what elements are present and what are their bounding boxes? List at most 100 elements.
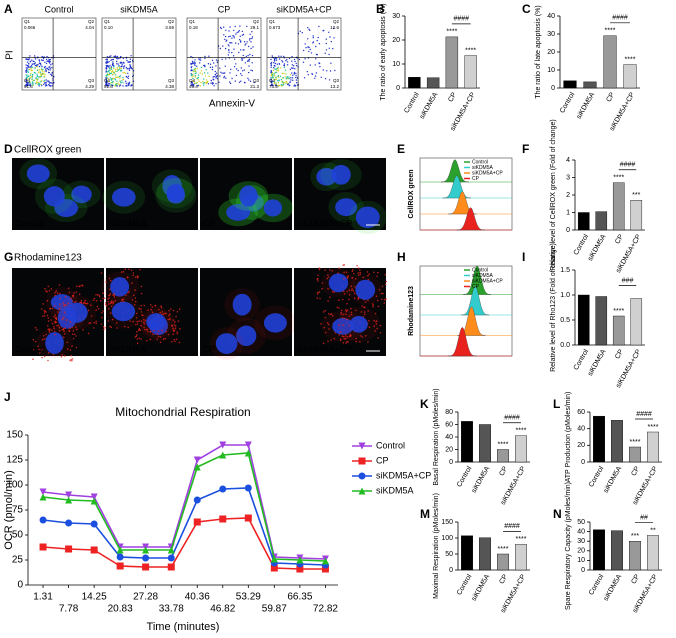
event-dot: [110, 66, 113, 68]
event-dot: [224, 47, 227, 50]
x-tick-label: siKDM5A: [419, 91, 440, 120]
event-dot: [291, 60, 293, 62]
event-dot: [248, 71, 250, 74]
panel-letter: N: [553, 507, 562, 521]
event-dot: [105, 61, 108, 63]
y-tick-label: 1.5: [560, 267, 570, 274]
stain-dot: [62, 336, 65, 339]
stain-dot: [376, 320, 378, 322]
nucleus: [263, 199, 283, 217]
event-dot: [283, 55, 285, 58]
significance: ****: [625, 56, 636, 63]
plot-frame: [186, 17, 262, 91]
stain-dot: [385, 298, 387, 300]
stain-dot: [40, 349, 42, 351]
event-dot: [116, 70, 118, 73]
quadrant-value: 0.10: [104, 25, 113, 30]
stain-dot: [57, 324, 60, 327]
stain-dot: [368, 320, 370, 322]
event-dot: [219, 26, 222, 29]
y-tick-label: 30: [547, 31, 555, 38]
stain-dot: [329, 296, 331, 299]
stain-dot: [70, 354, 72, 357]
stain-dot: [134, 297, 137, 299]
event-dot: [40, 64, 42, 66]
y-tick-label: 0: [449, 567, 453, 574]
nucleus: [332, 318, 354, 335]
stain-dot: [376, 327, 378, 330]
quadrant-name: Q4: [104, 78, 111, 83]
stain-dot: [175, 315, 177, 318]
stain-dot: [338, 324, 341, 327]
event-dot: [46, 84, 48, 87]
event-dot: [31, 66, 34, 69]
event-dot: [272, 76, 274, 78]
event-dot: [116, 63, 118, 65]
event-dot: [196, 77, 199, 79]
event-dot: [270, 61, 273, 64]
event-dot: [318, 25, 320, 28]
stain-dot: [162, 338, 165, 340]
marker: [193, 456, 201, 464]
stain-dot: [109, 302, 112, 305]
stain-dot: [342, 290, 345, 293]
event-dot: [117, 76, 119, 78]
stain-dot: [70, 297, 72, 300]
stain-dot: [65, 319, 68, 321]
stain-dot: [342, 342, 345, 344]
quadrant-name: Q1: [104, 19, 111, 24]
event-dot: [289, 74, 292, 76]
event-dot: [106, 73, 109, 76]
event-dot: [110, 68, 113, 71]
stain-dot: [58, 284, 61, 286]
bracket-label: ####: [636, 411, 652, 418]
stain-dot: [373, 325, 375, 327]
quadrant-name: Q3: [88, 78, 95, 83]
event-dot: [285, 80, 287, 83]
stain-dot: [316, 291, 319, 294]
stain-dot: [75, 326, 77, 328]
event-dot: [106, 60, 108, 62]
event-dot: [127, 77, 129, 80]
stain-dot: [100, 299, 102, 302]
event-dot: [275, 78, 278, 80]
nucleus: [328, 273, 349, 293]
event-dot: [116, 67, 119, 69]
event-dot: [197, 85, 199, 87]
event-dot: [108, 61, 110, 63]
event-dot: [211, 59, 214, 61]
bar: [497, 553, 509, 571]
event-dot: [277, 82, 280, 84]
nucleus: [111, 301, 136, 322]
nucleus: [232, 293, 252, 316]
event-dot: [308, 46, 310, 49]
x-axis-label: Time (minutes): [147, 621, 220, 633]
stain-label: Rhodamine123: [14, 253, 82, 264]
event-dot: [275, 71, 278, 74]
event-dot: [283, 65, 286, 67]
y-tick-label: 0: [581, 567, 585, 574]
y-axis-label: Relative level of Rho123 (Fold of change…: [550, 243, 557, 372]
event-dot: [285, 73, 287, 75]
event-dot: [329, 36, 331, 38]
event-dot: [228, 51, 230, 53]
y-axis-label: OCR (pmol/min): [3, 470, 15, 549]
event-dot: [38, 85, 40, 87]
bar: [629, 541, 641, 571]
image-label: Control: [15, 218, 44, 228]
event-dot: [25, 74, 27, 77]
event-dot: [278, 80, 280, 82]
event-dot: [196, 65, 198, 68]
stain-dot: [135, 335, 138, 338]
stain-dot: [93, 327, 95, 329]
event-dot: [249, 80, 252, 83]
event-dot: [38, 69, 41, 71]
stain-dot: [327, 274, 329, 276]
event-dot: [303, 77, 306, 79]
event-dot: [106, 81, 108, 83]
event-dot: [45, 62, 48, 65]
event-dot: [115, 74, 117, 76]
event-dot: [248, 65, 250, 67]
event-dot: [47, 71, 50, 74]
event-dot: [240, 67, 242, 69]
